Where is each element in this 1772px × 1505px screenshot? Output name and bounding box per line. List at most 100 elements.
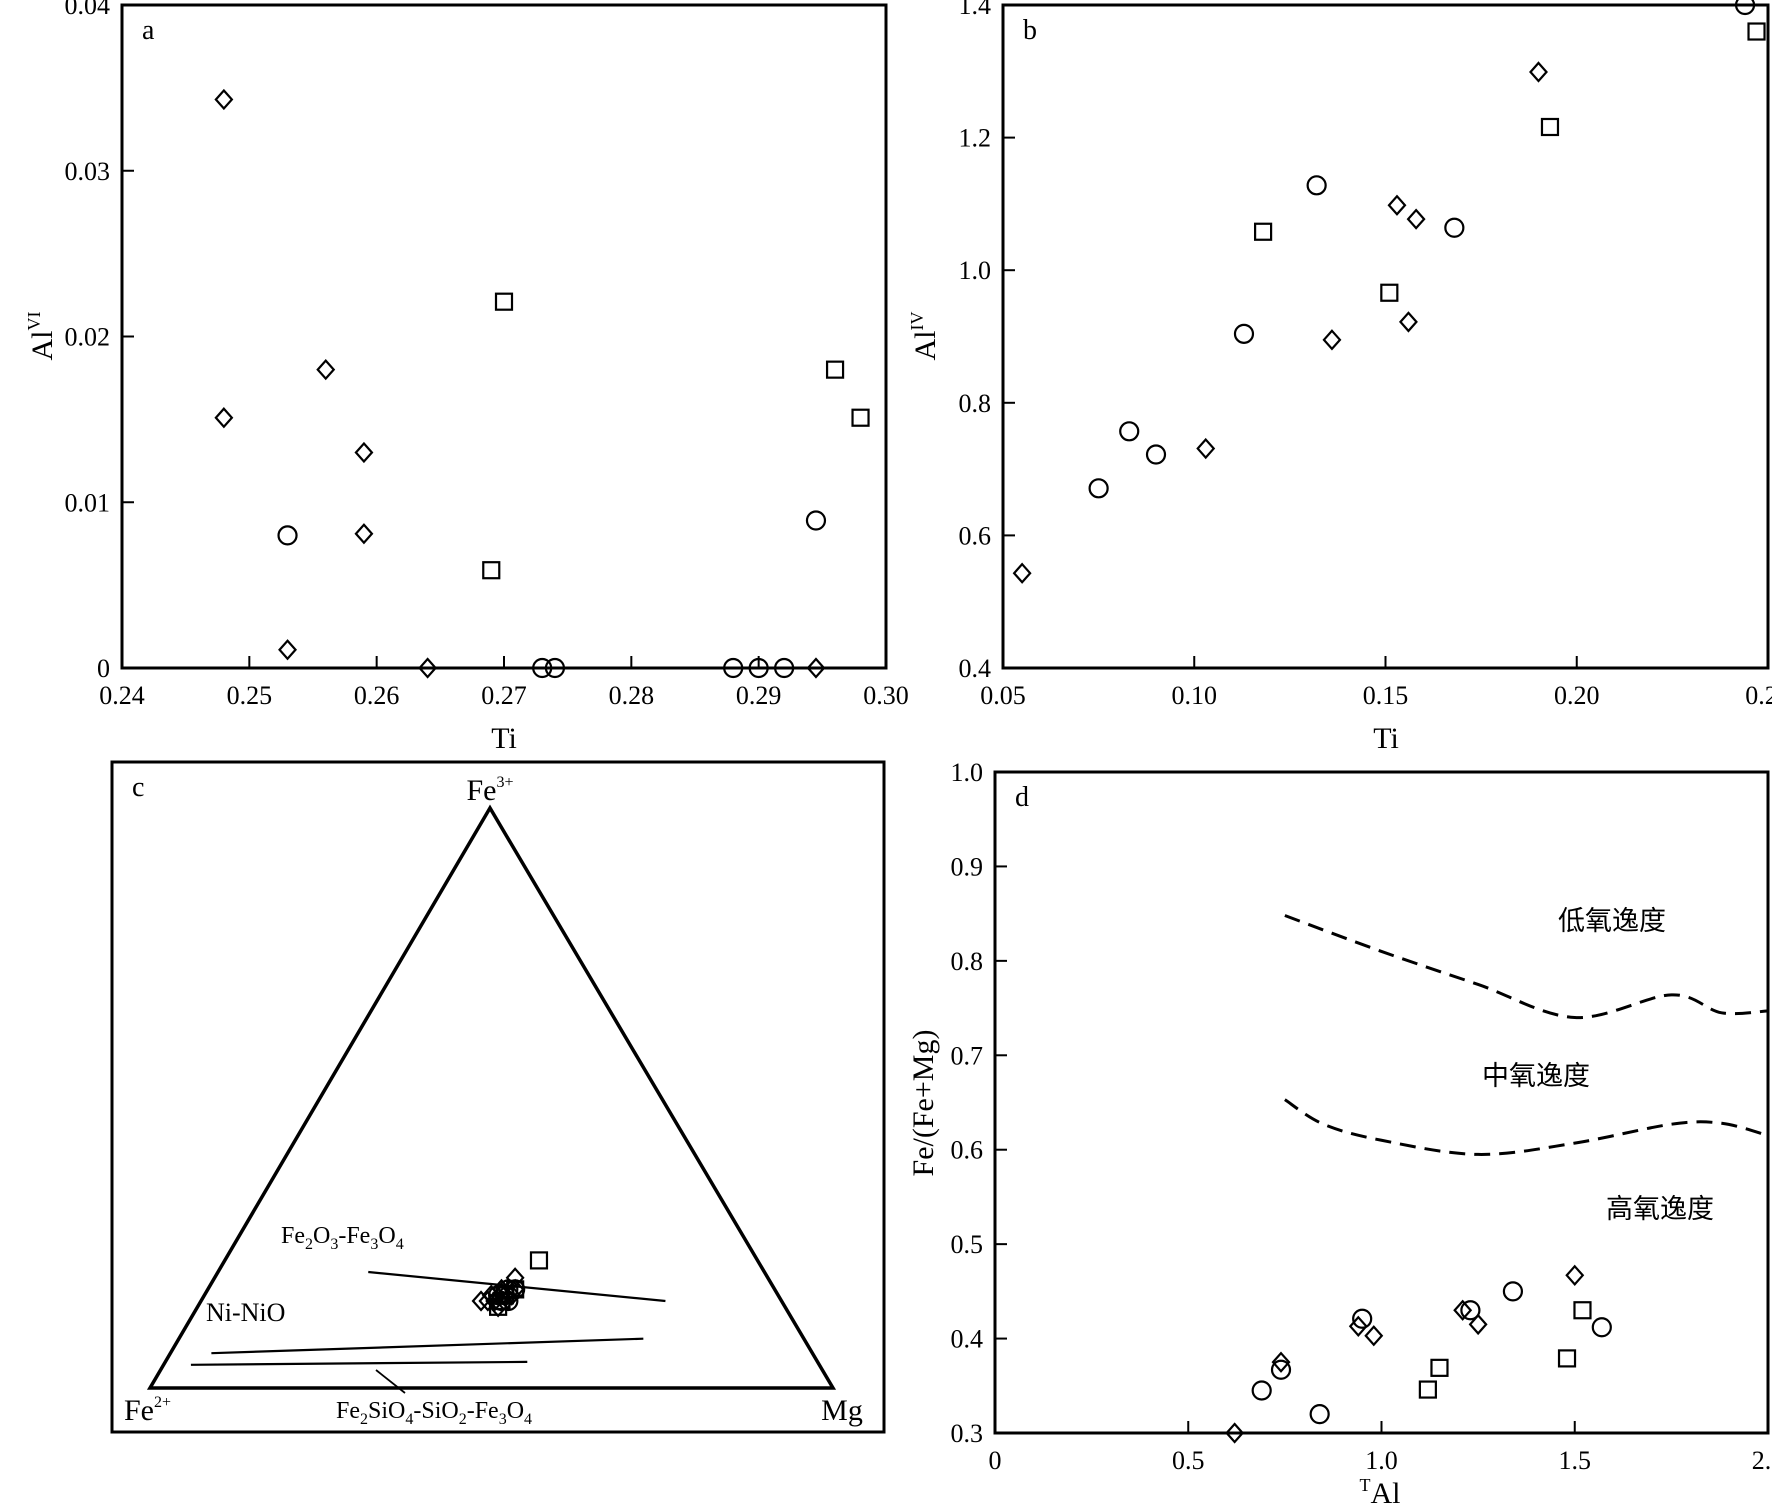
ni-nio-label: Ni-NiO: [206, 1298, 285, 1327]
y-tick-label: 1.0: [959, 256, 992, 285]
x-axis-title: Ti: [491, 722, 517, 755]
circle-marker: [748, 657, 769, 679]
square-marker: [825, 360, 845, 379]
fmq-label-subscript: 4: [524, 1411, 532, 1428]
y-tick-label: 0.7: [951, 1041, 984, 1070]
hematite-magnetite-label-text: O: [378, 1223, 395, 1249]
fmq-label-subscript: 2: [459, 1411, 467, 1428]
diamond-marker: [1348, 1315, 1368, 1337]
circle-marker: [1502, 1281, 1524, 1302]
diamond-marker: [1453, 1299, 1473, 1321]
y-tick-label: 0.9: [951, 852, 984, 881]
y-tick-label: 0.04: [65, 0, 111, 20]
fmq-buffer-line: [190, 1360, 528, 1366]
square-marker: [1418, 1380, 1437, 1399]
x-axis-title: Ti: [1373, 722, 1399, 755]
x-tick-label: 0.5: [1172, 1446, 1205, 1475]
diamond-marker: [278, 639, 298, 661]
diamond-marker: [1364, 1325, 1384, 1347]
region-label-high: 高氧逸度: [1606, 1194, 1714, 1225]
hematite-magnetite-label-subscript: 3: [370, 1236, 378, 1253]
diamond-marker: [354, 523, 374, 545]
circle-marker: [1309, 1404, 1330, 1425]
y-tick-label: 0.4: [959, 654, 992, 683]
panel-a: 0.24 0.25 0.26 0.27 0.28 0.29 0.30 0 0.01 0.02 0.0…: [24, 0, 909, 755]
diamond-marker: [1406, 208, 1426, 230]
hematite-magnetite-label-subscript: 2: [305, 1236, 313, 1253]
circle-marker: [1270, 1359, 1292, 1380]
region-label-low: 低氧逸度: [1558, 906, 1666, 937]
vertex-label-top: Fe3+: [466, 774, 513, 807]
panel-label: a: [142, 15, 155, 46]
x-tick-label: 1.5: [1559, 1446, 1592, 1475]
y-axis-title-sup: VI: [24, 312, 44, 331]
y-tick-label: 0.3: [951, 1419, 984, 1448]
y-tick-label: 1.2: [959, 124, 992, 153]
x-tick-label: 0.28: [609, 681, 655, 710]
diamond-marker: [806, 657, 826, 679]
hematite-magnetite-label-text: O: [313, 1223, 330, 1249]
square-marker: [1557, 1349, 1577, 1368]
fmq-label-subscript: 3: [499, 1411, 507, 1428]
fmq-label-text: O: [507, 1398, 524, 1424]
plot-frame: [1001, 3, 1770, 670]
circle-marker: [1233, 323, 1255, 344]
circle-marker: [1734, 0, 1756, 16]
y-axis-title-sup: IV: [907, 312, 927, 331]
x-axis-title-main: Al: [1371, 1477, 1401, 1505]
circle-marker: [1444, 217, 1465, 238]
y-tick-label: 0.03: [65, 157, 111, 186]
circle-marker: [1119, 421, 1140, 442]
panel-c: c Fe3+Fe2+ MgFe2O3-Fe3O4Ni-NiOFe2SiO4-SiO2…: [110, 760, 886, 1434]
panel-label: b: [1023, 15, 1037, 46]
diamond-marker: [418, 657, 438, 679]
y-tick-label: 0.8: [959, 389, 992, 418]
circle-marker: [1251, 1380, 1272, 1401]
oxygen-fugacity-boundary: [1284, 914, 1769, 1020]
vertex-label-left: Fe2+: [124, 1394, 171, 1427]
vertex-label-right: Mg: [821, 1394, 863, 1427]
y-axis-title: AlIV: [907, 312, 942, 361]
fmq-leader-line: [375, 1369, 406, 1394]
ternary-triangle: [146, 804, 837, 1390]
square-marker: [1380, 283, 1399, 302]
circle-marker: [1088, 478, 1109, 499]
circle-marker: [1306, 175, 1327, 196]
hematite-magnetite-label-text: -Fe: [338, 1223, 370, 1249]
vertex-label-left-main: Fe: [124, 1394, 154, 1427]
panel-label: c: [132, 772, 144, 803]
x-tick-label: 0.29: [736, 681, 782, 710]
y-axis-title-main: Al: [909, 331, 942, 361]
square-marker: [1430, 1358, 1449, 1377]
x-tick-label: 0.26: [354, 681, 400, 710]
y-axis-title-main: Al: [26, 331, 59, 361]
fmq-label-subscript: 4: [405, 1411, 413, 1428]
circle-marker: [774, 657, 795, 679]
diamond-marker: [1322, 329, 1342, 351]
y-tick-label: 1.4: [959, 0, 992, 20]
hematite-magnetite-label-text: Fe: [281, 1223, 305, 1249]
x-tick-label: 1.0: [1365, 1446, 1398, 1475]
diamond-marker: [1387, 194, 1407, 216]
fmq-label-text: Fe: [336, 1398, 360, 1424]
x-tick-label: 0.10: [1172, 681, 1218, 710]
square-marker: [489, 1297, 508, 1316]
fmq-label-text: SiO: [368, 1398, 405, 1424]
x-tick-label: 2.0: [1752, 1446, 1772, 1475]
x-tick-label: 0.27: [481, 681, 527, 710]
x-tick-label: 0.25: [1745, 681, 1772, 710]
square-marker: [1540, 117, 1560, 137]
ni-nio-buffer-line: [211, 1337, 644, 1355]
diamond-marker: [1271, 1351, 1291, 1373]
y-axis-title: AlVI: [24, 312, 59, 361]
square-marker: [482, 561, 501, 580]
hematite-magnetite-label: Fe2O3-Fe3O4: [281, 1223, 404, 1253]
diamond-marker: [354, 441, 374, 464]
vertex-label-right-main: Mg: [821, 1394, 863, 1427]
diamond-marker: [1529, 61, 1548, 83]
circle-marker: [805, 510, 827, 531]
hematite-magnetite-label-subscript: 4: [396, 1236, 404, 1253]
diamond-marker: [1468, 1313, 1488, 1336]
square-marker: [851, 408, 870, 427]
y-tick-label: 0.4: [951, 1325, 984, 1354]
